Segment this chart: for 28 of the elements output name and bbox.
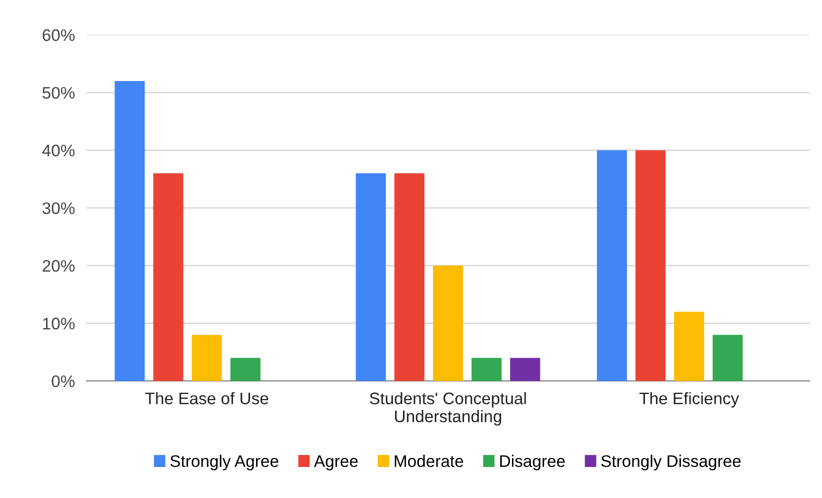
y-tick-label: 10% — [43, 318, 75, 330]
bar — [674, 312, 704, 381]
bar — [636, 150, 666, 381]
y-tick-label: 20% — [42, 260, 75, 272]
bar — [472, 358, 502, 381]
legend-label: Strongly Agree — [170, 454, 278, 470]
bar — [596, 150, 627, 381]
bar — [153, 173, 184, 381]
x-tick-label: The Ease of Use — [145, 392, 268, 404]
y-tick-label: 40% — [42, 144, 75, 156]
bar — [394, 173, 424, 381]
bar — [356, 173, 386, 381]
legend-label: Moderate — [394, 454, 464, 468]
legend-label: Strongly Dissagree — [601, 454, 741, 470]
x-tick-label: Students' Conceptual Understanding — [370, 392, 526, 426]
legend-label: Agree — [314, 455, 358, 470]
y-tick-label: 60% — [42, 29, 75, 42]
bar — [712, 334, 743, 381]
bar — [230, 358, 260, 381]
y-tick-label: 50% — [42, 86, 75, 99]
bar — [192, 334, 222, 381]
bar — [114, 81, 145, 381]
x-tick-label: The Eficiency — [639, 392, 740, 408]
legend-label: Disagree — [500, 454, 565, 470]
y-tick-label: 30% — [42, 202, 75, 214]
bar — [510, 358, 540, 381]
bar — [432, 266, 464, 381]
y-tick-label: 0% — [52, 375, 75, 388]
